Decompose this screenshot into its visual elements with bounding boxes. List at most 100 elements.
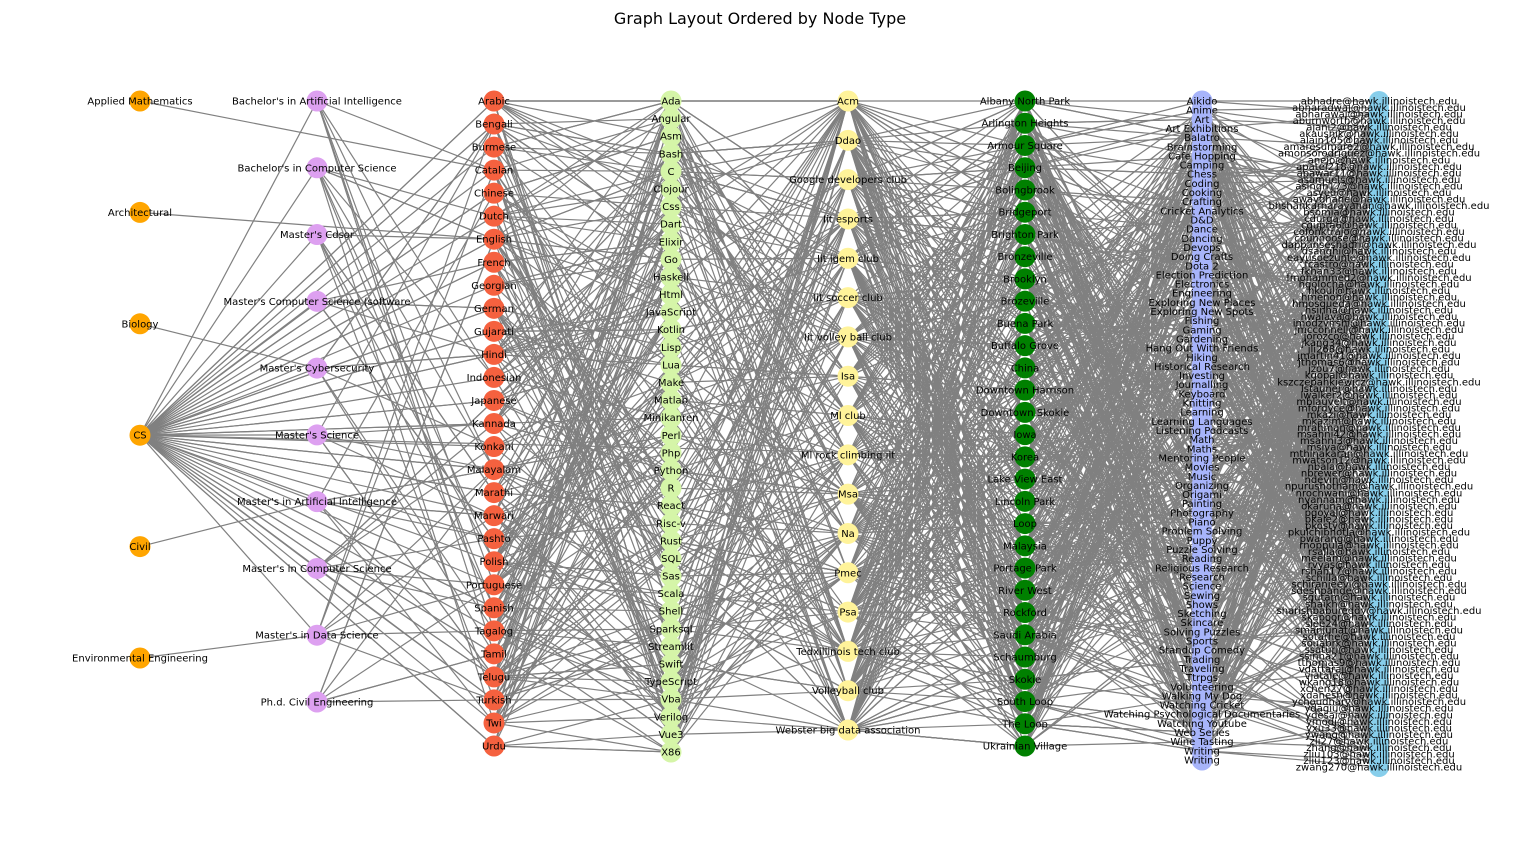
location-node-rockford: [1014, 602, 1036, 624]
email-label-sharishbabureddy-hawk-illinoistech-edu: sharishbabureddy@hawk.illinoistech.edu: [1276, 606, 1481, 617]
edge: [1201, 292, 1380, 409]
language-label-chinese: Chinese: [474, 189, 514, 200]
location-node-albany-north-park: [1014, 90, 1036, 112]
edge: [670, 487, 849, 495]
location-node-skokie: [1014, 668, 1036, 690]
edge: [1201, 459, 1380, 477]
edge: [139, 261, 495, 436]
edge: [1024, 329, 1203, 569]
edge: [1201, 107, 1380, 569]
skill-node-streamlit: [660, 635, 682, 657]
edge: [847, 258, 1026, 658]
skill-node-elixir: [660, 231, 682, 253]
edge: [493, 123, 672, 190]
edge: [1024, 322, 1203, 413]
edge: [493, 262, 672, 665]
edge: [1024, 522, 1203, 541]
language-label-german: German: [474, 304, 514, 315]
skill-node-x86: [660, 741, 682, 763]
edge: [493, 382, 672, 632]
edge: [1024, 589, 1203, 743]
email-label-dsanghi-hawk-illinoistech-edu: dsanghi@hawk.illinoistech.edu: [1302, 247, 1457, 258]
edge: [1201, 100, 1380, 598]
email-label-fcastro-hawk-illinoistech-edu: fcastro@hawk.illinoistech.edu: [1304, 260, 1453, 271]
edge: [493, 258, 672, 286]
edge: [847, 336, 1026, 613]
edge: [1024, 402, 1203, 702]
email-label-rshah17-hawk-illinoistech-edu: rshah17@hawk.illinoistech.edu: [1301, 567, 1457, 578]
edge: [139, 192, 495, 436]
edge: [1024, 118, 1203, 280]
edge: [493, 446, 672, 595]
edge: [847, 139, 1026, 369]
edge: [1201, 420, 1380, 532]
edge: [1201, 100, 1380, 311]
edge: [139, 123, 495, 436]
edge: [670, 364, 849, 652]
edge: [847, 434, 1026, 652]
edge: [847, 211, 1026, 377]
major-label-master-s-cdsor: Master's Cdsor: [280, 230, 355, 241]
edge: [1024, 164, 1203, 547]
email-label-zli27-hawk-illinoistech-edu: zli27@hawk.illinoistech.edu: [1310, 736, 1449, 747]
hobby-label-journalling: Journalling: [1175, 380, 1229, 391]
language-label-burmese: Burmese: [472, 143, 516, 154]
edge: [493, 382, 672, 517]
language-node-german: [483, 297, 505, 319]
email-label-hsinha-hawk-illinoistech-edu: hsinha@hawk.illinoistech.edu: [1305, 305, 1453, 316]
edge: [1201, 365, 1380, 376]
edge: [1024, 612, 1203, 752]
edge: [847, 493, 1026, 614]
edge: [1201, 613, 1380, 690]
edge: [1201, 283, 1380, 481]
edge: [1201, 165, 1380, 175]
edge: [670, 170, 849, 181]
edge: [847, 589, 1026, 692]
hobby-label-sports: Sports: [1186, 637, 1218, 648]
edge: [1024, 521, 1203, 725]
edge: [670, 382, 849, 574]
edge: [1201, 274, 1380, 278]
club-node-iit-igem-club: [837, 247, 859, 269]
edge: [670, 153, 849, 652]
edge: [1201, 361, 1380, 413]
edge: [1024, 246, 1203, 258]
edge: [847, 122, 1026, 416]
language-node-marwari: [483, 505, 505, 527]
edge: [316, 468, 495, 503]
hobby-label-science: Science: [1183, 582, 1222, 593]
edge: [493, 100, 672, 190]
edge: [847, 634, 1026, 731]
edge: [316, 501, 495, 540]
edge: [493, 653, 672, 753]
edge: [847, 145, 1026, 613]
email-label-shaikh-hawk-illinoistech-edu: shaikh@hawk.illinoistech.edu: [1305, 599, 1453, 610]
hobby-label-solving-puzzles: Solving Puzzles: [1164, 627, 1241, 638]
hobby-label-balatro: Balatro: [1184, 133, 1220, 144]
edge: [493, 469, 672, 540]
hobby-label-aikido: Aikido: [1187, 97, 1218, 108]
location-node-buffalo-grove: [1014, 335, 1036, 357]
club-label-volleyball-club: Volleyball club: [812, 686, 884, 697]
edge: [847, 493, 1026, 747]
edge: [1201, 329, 1380, 742]
skill-label-minikanren: Minikanren: [644, 413, 699, 424]
edge: [493, 146, 672, 155]
email-label-mkazi-hawk-illinoistech-edu: mkazi@hawk.illinoistech.edu: [1307, 410, 1452, 421]
location-node-ukrainian-village: [1014, 735, 1036, 757]
edge: [493, 215, 672, 524]
edge: [847, 336, 1026, 725]
skill-label-vue3: Vue3: [658, 730, 683, 741]
edge: [847, 167, 1026, 416]
hobby-label-sketching: Sketching: [1177, 609, 1226, 620]
edge: [670, 382, 849, 691]
edge: [493, 206, 672, 470]
email-label-vjatale-hawk-illinoistech-edu: vjatale@hawk.illinoistech.edu: [1305, 671, 1454, 682]
edge: [670, 135, 849, 495]
edge: [139, 434, 318, 636]
email-label-zhang-hawk-illinoistech-edu: zhang@hawk.illinoistech.edu: [1306, 743, 1452, 754]
major-label-bachelor-s-in-computer-science: Bachelor's in Computer Science: [237, 163, 396, 174]
edge: [139, 100, 495, 436]
edge: [1024, 723, 1203, 734]
edge: [1201, 750, 1380, 762]
